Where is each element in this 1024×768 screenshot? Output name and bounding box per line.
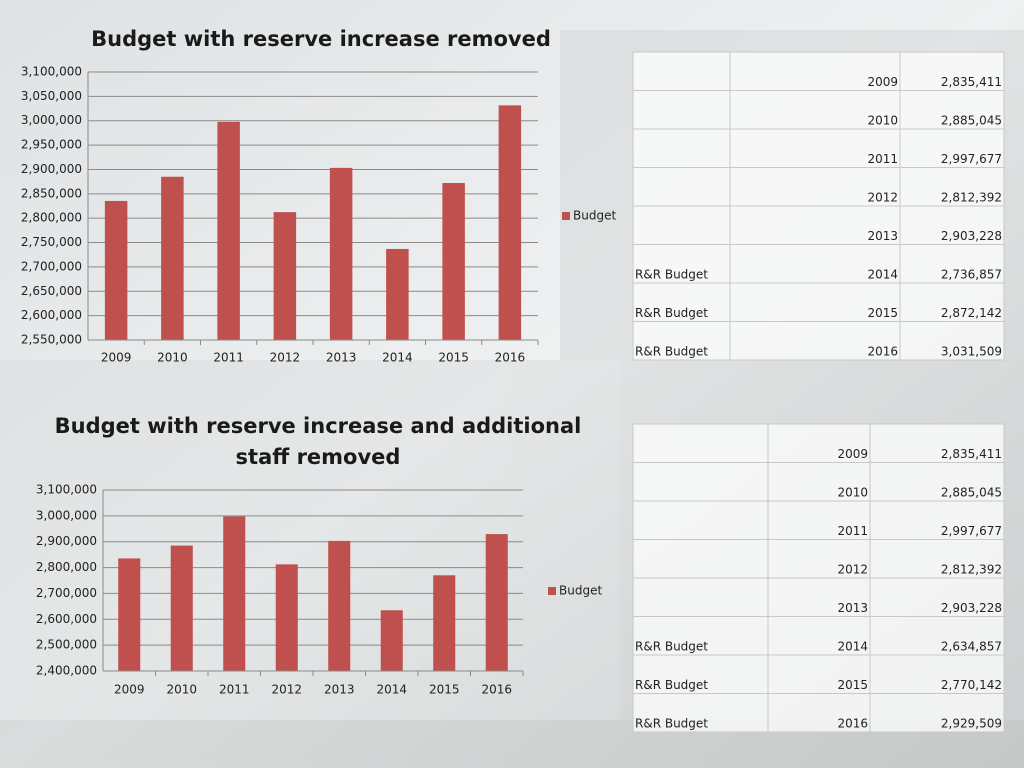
- bar: [217, 121, 240, 340]
- x-tick-label: 2015: [438, 351, 469, 365]
- chart-title: staff removed: [236, 445, 401, 469]
- legend-swatch: [548, 587, 556, 595]
- x-tick-label: 2016: [495, 351, 526, 365]
- y-tick-label: 2,400,000: [36, 664, 97, 678]
- row-value: 2,835,411: [941, 447, 1002, 461]
- x-tick-label: 2010: [166, 683, 197, 697]
- row-year: 2009: [837, 447, 868, 461]
- row-value: 2,835,411: [941, 75, 1002, 89]
- row-value: 2,903,228: [941, 601, 1002, 615]
- row-year: 2013: [837, 601, 868, 615]
- row-label: R&R Budget: [635, 640, 708, 654]
- x-tick-label: 2015: [429, 683, 460, 697]
- row-year: 2010: [867, 114, 898, 128]
- row-label: R&R Budget: [635, 345, 708, 359]
- x-tick-label: 2012: [271, 683, 302, 697]
- row-year: 2011: [837, 524, 868, 538]
- y-tick-label: 2,550,000: [21, 333, 82, 347]
- row-year: 2016: [837, 717, 868, 731]
- y-tick-label: 3,100,000: [36, 483, 97, 497]
- row-value: 2,770,142: [941, 678, 1002, 692]
- row-value: 2,634,857: [941, 640, 1002, 654]
- bar: [275, 564, 298, 671]
- y-tick-label: 3,050,000: [21, 89, 82, 103]
- y-tick-label: 2,500,000: [36, 638, 97, 652]
- row-value: 2,903,228: [941, 229, 1002, 243]
- row-value: 2,885,045: [941, 114, 1002, 128]
- legend-swatch: [562, 212, 570, 220]
- row-year: 2015: [867, 306, 898, 320]
- bar: [273, 212, 297, 340]
- y-tick-label: 3,000,000: [36, 508, 97, 522]
- row-year: 2014: [837, 640, 868, 654]
- legend-label: Budget: [573, 209, 616, 223]
- x-tick-label: 2009: [114, 683, 145, 697]
- row-year: 2016: [867, 345, 898, 359]
- bar: [328, 540, 351, 671]
- y-tick-label: 2,600,000: [21, 308, 82, 322]
- row-value: 2,997,677: [941, 152, 1002, 166]
- y-tick-label: 2,700,000: [36, 586, 97, 600]
- x-tick-label: 2013: [324, 683, 355, 697]
- row-year: 2015: [837, 678, 868, 692]
- row-label: R&R Budget: [635, 268, 708, 282]
- x-tick-label: 2014: [376, 683, 407, 697]
- legend-label: Budget: [559, 584, 602, 598]
- y-tick-label: 2,600,000: [36, 612, 97, 626]
- row-year: 2012: [837, 563, 868, 577]
- bar: [104, 200, 128, 340]
- y-tick-label: 2,800,000: [36, 560, 97, 574]
- bar: [118, 558, 141, 671]
- row-value: 2,736,857: [941, 268, 1002, 282]
- row-year: 2010: [837, 486, 868, 500]
- row-value: 2,997,677: [941, 524, 1002, 538]
- x-tick-label: 2016: [481, 683, 512, 697]
- chart-title: Budget with reserve increase removed: [91, 27, 551, 51]
- y-tick-label: 3,000,000: [21, 113, 82, 127]
- y-tick-label: 2,950,000: [21, 138, 82, 152]
- x-tick-label: 2010: [157, 351, 188, 365]
- row-year: 2014: [867, 268, 898, 282]
- row-value: 2,929,509: [941, 717, 1002, 731]
- bar: [329, 167, 353, 340]
- y-tick-label: 2,750,000: [21, 235, 82, 249]
- row-year: 2012: [867, 191, 898, 205]
- y-tick-label: 2,650,000: [21, 284, 82, 298]
- x-tick-label: 2009: [101, 351, 132, 365]
- bar: [161, 176, 184, 340]
- bar: [442, 183, 465, 340]
- y-tick-label: 2,850,000: [21, 186, 82, 200]
- row-year: 2013: [867, 229, 898, 243]
- bar: [498, 105, 522, 340]
- y-tick-label: 2,700,000: [21, 259, 82, 273]
- bar: [485, 534, 508, 671]
- row-label: R&R Budget: [635, 306, 708, 320]
- chart-title: Budget with reserve increase and additio…: [55, 414, 582, 438]
- x-tick-label: 2011: [219, 683, 250, 697]
- y-tick-label: 3,100,000: [21, 65, 82, 79]
- row-year: 2009: [867, 75, 898, 89]
- row-label: R&R Budget: [635, 717, 708, 731]
- x-tick-label: 2011: [213, 351, 244, 365]
- y-tick-label: 2,900,000: [36, 534, 97, 548]
- row-label: R&R Budget: [635, 678, 708, 692]
- bar: [433, 575, 456, 671]
- x-tick-label: 2014: [382, 351, 413, 365]
- bar: [386, 248, 409, 340]
- row-value: 2,812,392: [941, 191, 1002, 205]
- x-tick-label: 2012: [270, 351, 301, 365]
- row-value: 2,812,392: [941, 563, 1002, 577]
- bar: [223, 516, 246, 671]
- row-value: 3,031,509: [941, 345, 1002, 359]
- y-tick-label: 2,800,000: [21, 211, 82, 225]
- x-tick-label: 2013: [326, 351, 357, 365]
- y-tick-label: 2,900,000: [21, 162, 82, 176]
- row-value: 2,885,045: [941, 486, 1002, 500]
- bar: [380, 610, 403, 671]
- bar: [170, 545, 193, 671]
- row-year: 2011: [867, 152, 898, 166]
- row-value: 2,872,142: [941, 306, 1002, 320]
